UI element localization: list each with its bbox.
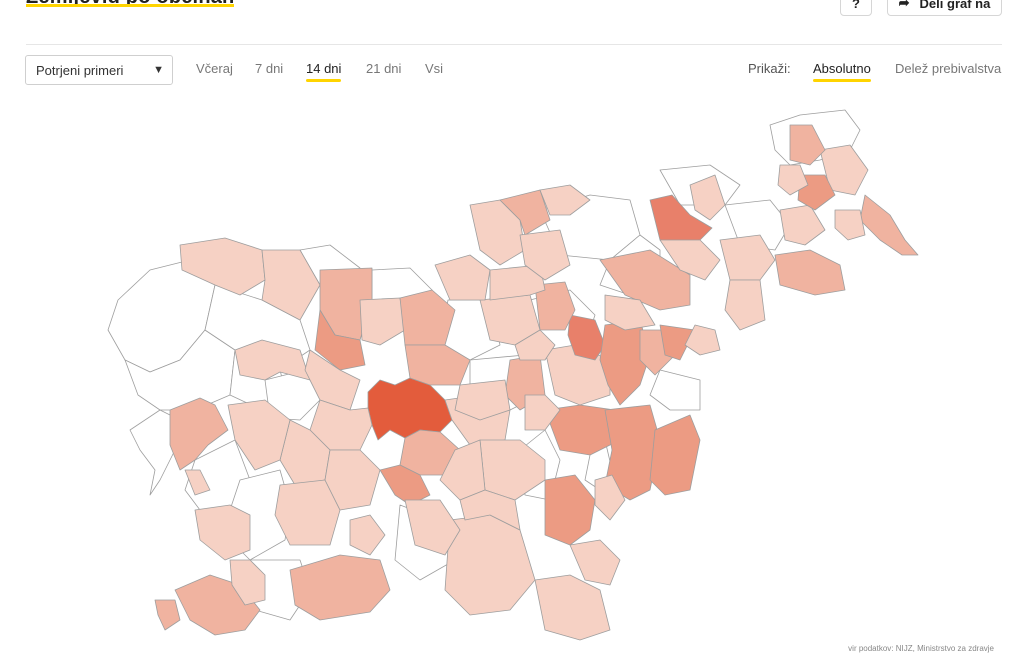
region-bled[interactable] <box>261 249 321 321</box>
region-nova-gorica[interactable] <box>169 397 229 471</box>
region-velenje[interactable] <box>534 281 576 331</box>
metric-select[interactable]: Potrjeni primeri ▼ <box>25 55 173 85</box>
toggle-population-share[interactable]: Delež prebivalstva <box>895 61 1002 76</box>
region-gornja[interactable] <box>724 279 766 331</box>
region-kranj[interactable] <box>314 309 366 371</box>
region-brezice[interactable] <box>649 414 701 496</box>
region-radlje[interactable] <box>539 184 591 216</box>
tab-all[interactable]: Vsi <box>425 61 444 76</box>
municipality-map <box>107 109 919 641</box>
region-smartno[interactable] <box>404 499 461 556</box>
share-icon: ➦ <box>898 0 910 10</box>
region-cerknica[interactable] <box>324 449 381 511</box>
region-ptuj[interactable] <box>719 234 776 281</box>
region-ilirska[interactable] <box>289 554 391 621</box>
region-dravograd[interactable] <box>499 189 551 236</box>
region-bovec[interactable] <box>179 237 266 296</box>
region-gorica[interactable] <box>777 164 809 196</box>
share-button-label: Deli graf na <box>919 0 991 11</box>
region-center-4[interactable] <box>649 369 701 411</box>
page-title: Zemljevid po občinah <box>26 0 235 9</box>
tab-21-days[interactable]: 21 dni <box>366 61 402 76</box>
region-kamnik[interactable] <box>399 289 456 346</box>
chevron-down-icon: ▼ <box>153 64 164 76</box>
region-slovenj-gradec[interactable] <box>519 229 571 281</box>
region-celje[interactable] <box>567 314 606 361</box>
data-source: vir podatkov: NIJZ, Ministrstvo za zdrav… <box>848 644 994 653</box>
region-litija[interactable] <box>454 379 511 421</box>
region-piran[interactable] <box>154 599 181 631</box>
region-radenci[interactable] <box>779 204 826 246</box>
region-ribnica[interactable] <box>379 464 431 506</box>
help-button[interactable]: ? <box>840 0 872 16</box>
region-vipava[interactable] <box>194 504 251 561</box>
region-metlika[interactable] <box>569 539 621 586</box>
header-divider <box>26 44 1002 45</box>
metric-select-value: Potrjeni primeri <box>36 62 124 78</box>
region-ljutomer[interactable] <box>774 249 846 296</box>
region-novo-mesto[interactable] <box>544 474 596 546</box>
region-skofja[interactable] <box>359 297 406 346</box>
region-slovenska[interactable] <box>604 294 656 331</box>
region-crnomelj[interactable] <box>534 574 611 641</box>
region-solcava[interactable] <box>434 254 491 301</box>
region-lendava[interactable] <box>859 194 919 256</box>
region-ljubljana[interactable] <box>367 377 453 441</box>
region-trbovlje[interactable] <box>524 394 561 431</box>
region-ajdovscina[interactable] <box>227 399 291 471</box>
region-west-3[interactable] <box>129 409 181 496</box>
region-kanal[interactable] <box>184 469 211 496</box>
tab-yesterday[interactable]: Včeraj <box>196 61 233 76</box>
show-label: Prikaži: <box>748 61 791 76</box>
region-ormoz[interactable] <box>684 324 721 356</box>
region-tolmin[interactable] <box>234 339 311 381</box>
region-maribor-w[interactable] <box>599 249 691 311</box>
region-pesnica[interactable] <box>659 239 721 281</box>
region-puconci[interactable] <box>789 124 826 166</box>
region-krsko[interactable] <box>604 404 661 501</box>
region-loska[interactable] <box>349 514 386 556</box>
region-zuzemberk[interactable] <box>459 489 521 531</box>
colored-municipalities <box>154 124 919 641</box>
region-ptuj-s[interactable] <box>659 324 696 361</box>
region-beltinci[interactable] <box>834 209 866 241</box>
region-zalec[interactable] <box>514 329 556 361</box>
share-button[interactable]: ➦ Deli graf na <box>887 0 1002 16</box>
region-kostanjevica[interactable] <box>594 474 626 521</box>
region-lenart[interactable] <box>689 174 726 221</box>
toggle-absolute[interactable]: Absolutno <box>813 61 871 82</box>
tab-14-days[interactable]: 14 dni <box>306 61 342 82</box>
tab-7-days[interactable]: 7 dni <box>255 61 284 76</box>
region-sezana[interactable] <box>229 559 266 606</box>
